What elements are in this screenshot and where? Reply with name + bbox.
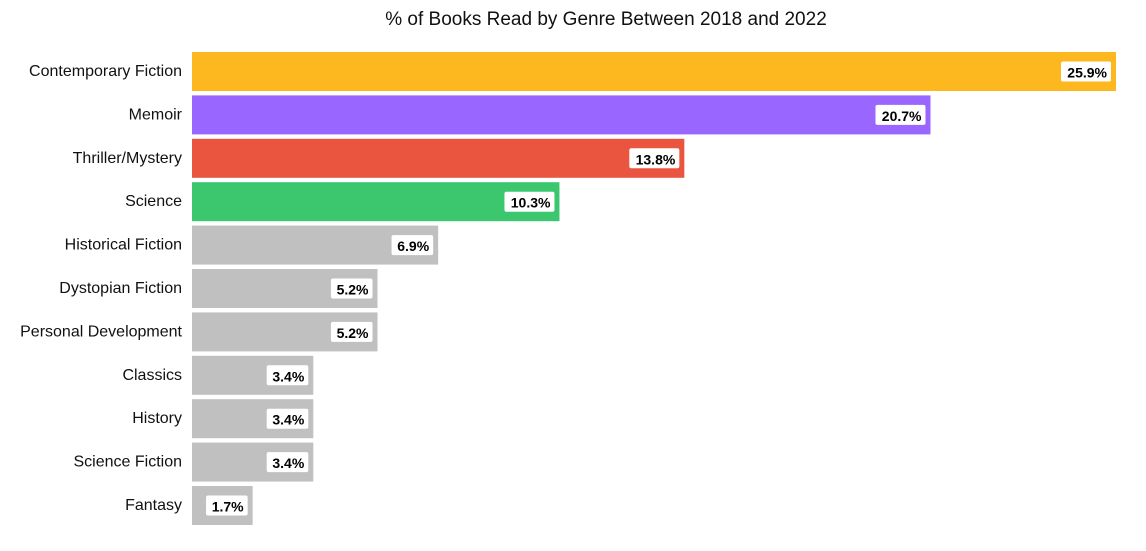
category-label: Dystopian Fiction <box>59 280 182 297</box>
category-label: Science <box>125 193 182 210</box>
bar-thriller-mystery <box>192 138 685 178</box>
value-label: 3.4% <box>272 455 304 471</box>
category-label: Fantasy <box>125 497 182 514</box>
value-label: 5.2% <box>337 282 369 298</box>
value-label: 25.9% <box>1067 65 1107 81</box>
value-label-box <box>206 495 248 516</box>
category-label: Classics <box>122 367 182 384</box>
bar-science <box>192 182 560 222</box>
category-label: Historical Fiction <box>65 237 182 254</box>
value-label: 13.8% <box>636 151 676 167</box>
value-label-box <box>504 191 555 212</box>
value-label-box <box>266 365 309 386</box>
value-label: 1.7% <box>212 499 244 515</box>
value-label-box <box>330 321 373 342</box>
value-label-box <box>875 104 926 125</box>
category-label: Memoir <box>129 106 183 123</box>
category-label: Personal Development <box>20 323 182 340</box>
category-label: Thriller/Mystery <box>73 150 182 167</box>
bar-memoir <box>192 95 931 135</box>
value-label: 10.3% <box>511 195 551 211</box>
value-label-box <box>629 148 680 169</box>
bars-layer: Contemporary Fiction 25.9% Memoir 20.7% Thri… <box>20 52 1116 525</box>
category-label: History <box>132 410 182 427</box>
category-label: Science Fiction <box>74 454 183 471</box>
value-label: 20.7% <box>882 108 922 124</box>
value-label-box <box>1061 61 1111 82</box>
value-label-box <box>266 408 309 429</box>
bar-contemporary-fiction <box>192 52 1116 91</box>
value-label: 6.9% <box>397 238 429 254</box>
value-label-box <box>266 452 309 473</box>
value-label: 5.2% <box>337 325 369 341</box>
value-label: 3.4% <box>272 368 304 384</box>
chart-title: % of Books Read by Genre Between 2018 an… <box>385 9 827 30</box>
category-label: Contemporary Fiction <box>29 63 182 80</box>
value-label: 3.4% <box>272 412 304 428</box>
value-label-box <box>330 278 373 299</box>
value-label-box <box>391 235 434 256</box>
